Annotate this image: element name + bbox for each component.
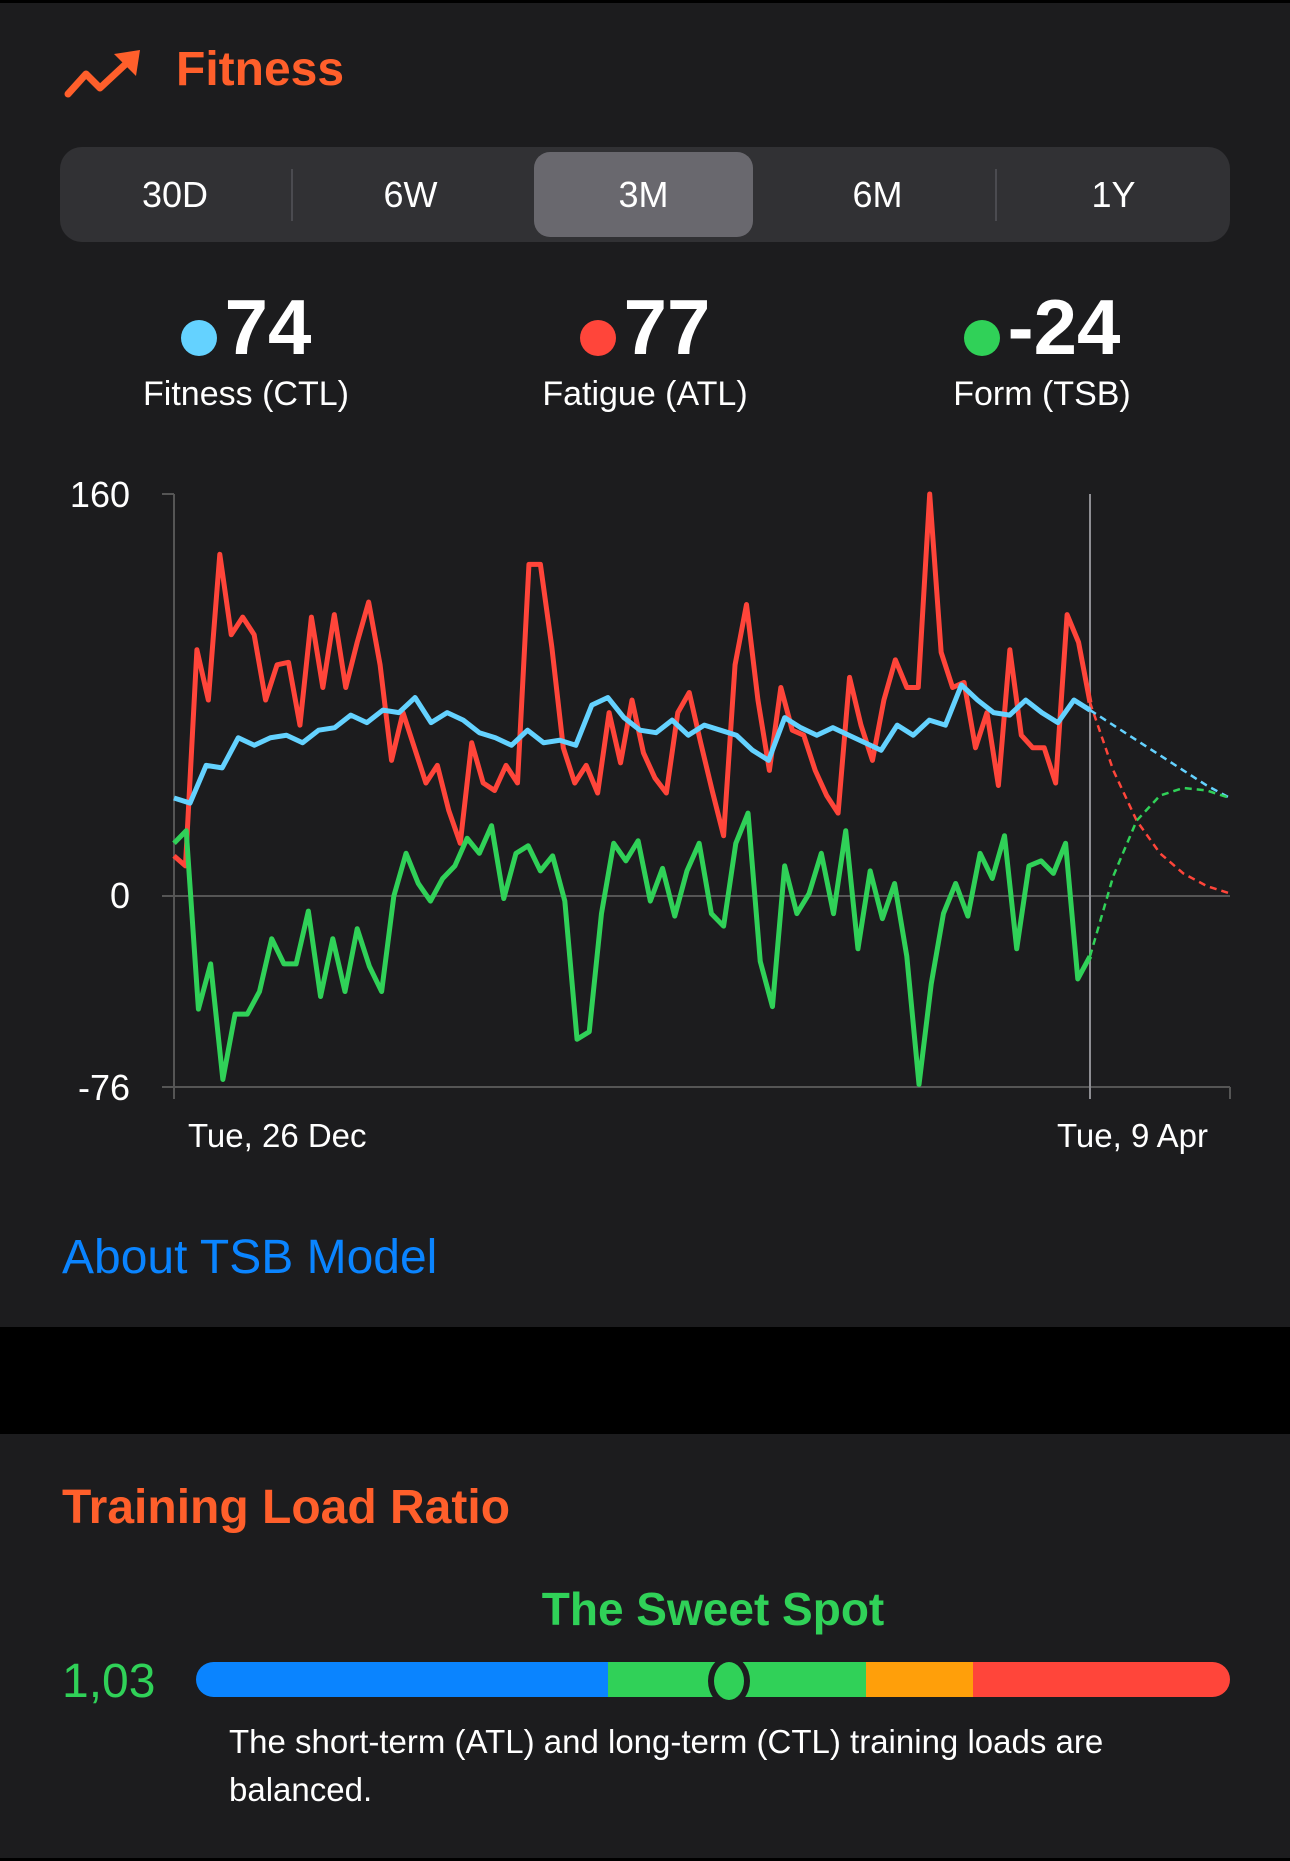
atl-line xyxy=(172,491,1093,869)
gauge-zone xyxy=(866,1662,973,1697)
form-dot-icon xyxy=(963,319,1000,356)
tab-3m[interactable]: 3M xyxy=(534,152,753,237)
gauge-zone xyxy=(196,1662,608,1697)
training-load-card xyxy=(0,1434,1290,1858)
tsb-line xyxy=(172,810,1093,1087)
x-tick-end: Tue, 9 Apr xyxy=(1057,1117,1208,1154)
ratio-value: 1,03 xyxy=(62,1655,156,1708)
divider xyxy=(995,169,997,221)
fitness-value: 74 xyxy=(224,283,312,371)
stat-form: -24 Form (TSB) xyxy=(842,282,1242,414)
fatigue-dot-icon xyxy=(579,319,616,356)
fitness-dot-icon xyxy=(180,319,217,356)
tab-30d[interactable]: 30D xyxy=(141,174,209,215)
about-tsb-model-link[interactable]: About TSB Model xyxy=(62,1231,438,1284)
ctl-projection xyxy=(1089,709,1231,800)
ratio-description: The short-term (ATL) and long-term (CTL)… xyxy=(229,1723,1104,1808)
fatigue-label: Fatigue (ATL) xyxy=(542,375,748,413)
atl-projection xyxy=(1088,702,1231,895)
zone-label: The Sweet Spot xyxy=(541,1583,885,1635)
stat-fatigue: 77 Fatigue (ATL) xyxy=(445,282,845,414)
fitness-chart: 160 0 -76 Tue, 26 Dec Tue, 9 Apr xyxy=(70,474,1231,1154)
ctl-line xyxy=(173,682,1092,806)
ratio-marker xyxy=(707,1656,750,1706)
fitness-label: Fitness (CTL) xyxy=(143,375,349,413)
y-tick-0: 0 xyxy=(110,875,130,916)
form-label: Form (TSB) xyxy=(953,375,1131,413)
range-segmented-control[interactable]: 30D 6W 3M 6M 1Y xyxy=(60,147,1230,242)
y-tick-minus76: -76 xyxy=(78,1067,130,1108)
tab-6m[interactable]: 6M xyxy=(852,174,903,215)
tsb-projection xyxy=(1088,786,1231,957)
fatigue-value: 77 xyxy=(623,283,711,371)
training-load-ratio-title: Training Load Ratio xyxy=(62,1481,511,1534)
stat-fitness: 74 Fitness (CTL) xyxy=(46,282,446,414)
trend-up-arrow-icon xyxy=(64,50,140,98)
y-tick-160: 160 xyxy=(70,474,130,515)
x-tick-start: Tue, 26 Dec xyxy=(188,1117,367,1154)
page-title: Fitness xyxy=(176,43,345,96)
tab-1y[interactable]: 1Y xyxy=(1091,174,1136,215)
tab-6w[interactable]: 6W xyxy=(383,174,438,215)
gauge-zone xyxy=(972,1662,1230,1697)
divider xyxy=(291,169,293,221)
form-value: -24 xyxy=(1007,283,1121,371)
